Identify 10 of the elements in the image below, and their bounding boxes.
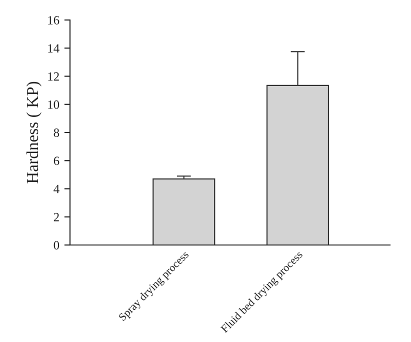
y-tick-label: 8 [54,128,60,137]
y-axis-title: Hardness ( KP) [26,82,42,184]
y-tick-label: 2 [54,212,59,222]
y-tick-label: 14 [48,44,60,52]
y-tick-label: 10 [48,100,60,109]
y-tick-label: 4 [54,184,60,194]
y-tick-label: 6 [54,156,60,166]
y-tick-label: 16 [48,16,60,24]
y-tick-label: 12 [48,72,59,81]
y-tick-label: 0 [54,241,60,250]
